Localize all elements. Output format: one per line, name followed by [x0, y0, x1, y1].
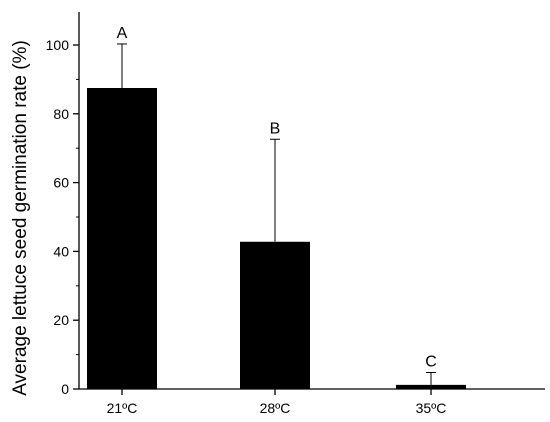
- significance-label-1: A: [117, 25, 128, 42]
- y-tick-label: 20: [53, 312, 69, 328]
- y-tick-label: 60: [53, 175, 69, 191]
- significance-label-2: B: [270, 120, 281, 137]
- significance-label-3: C: [425, 353, 437, 370]
- y-tick-label: 0: [61, 381, 69, 397]
- y-axis-title: Average lettuce seed germination rate (%…: [10, 40, 31, 396]
- bar-3: [396, 384, 466, 389]
- y-tick-label: 100: [46, 37, 70, 53]
- y-tick-label: 80: [53, 106, 69, 122]
- x-tick-label: 28ºC: [260, 400, 291, 416]
- plot-area: 0 20 40 60 80 100 A 21ºC B 28ºC C 35ºC: [46, 12, 545, 416]
- y-tick-label: 40: [53, 243, 69, 259]
- bar-2: [240, 241, 310, 389]
- x-tick-label: 35ºC: [416, 400, 447, 416]
- bar-1: [87, 88, 157, 389]
- x-tick-label: 21ºC: [107, 400, 138, 416]
